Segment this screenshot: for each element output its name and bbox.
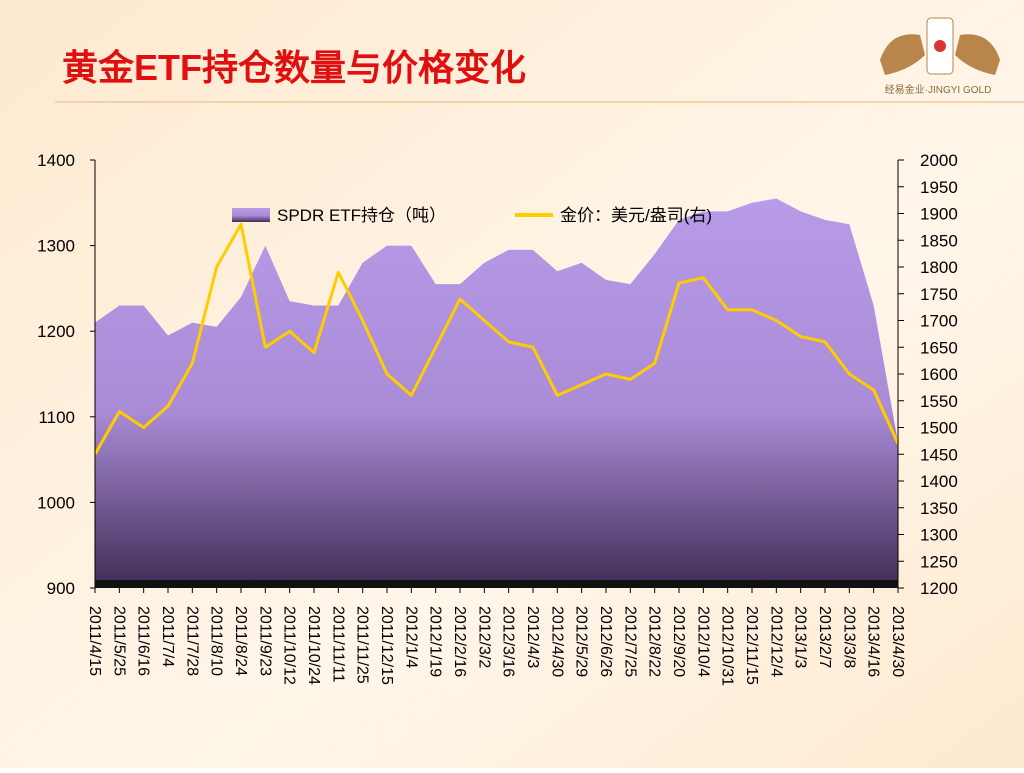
y2-tick-label: 1850 bbox=[920, 231, 958, 250]
y2-tick-label: 1500 bbox=[920, 419, 958, 438]
x-tick-label: 2012/8/22 bbox=[646, 606, 663, 677]
x-tick-label: 2012/6/26 bbox=[597, 606, 614, 677]
y-tick-label: 1400 bbox=[37, 151, 75, 170]
logo-dot bbox=[934, 40, 946, 52]
x-tick-label: 2012/12/4 bbox=[767, 606, 784, 677]
y-tick-label: 900 bbox=[47, 579, 75, 598]
x-tick-label: 2011/8/10 bbox=[208, 606, 225, 676]
x-tick-label: 2012/10/4 bbox=[694, 606, 711, 677]
y2-tick-label: 1650 bbox=[920, 338, 958, 357]
x-tick-label: 2011/8/24 bbox=[232, 606, 249, 676]
x-axis-band bbox=[95, 580, 898, 588]
legend-label: SPDR ETF持仓（吨） bbox=[277, 206, 446, 225]
x-tick-label: 2012/10/31 bbox=[719, 606, 736, 686]
y2-tick-label: 1450 bbox=[920, 445, 958, 464]
y2-tick-label: 1750 bbox=[920, 285, 958, 304]
y-tick-label: 1300 bbox=[37, 237, 75, 256]
legend-swatch-area bbox=[232, 208, 270, 222]
slide-title: 黄金ETF持仓数量与价格变化 bbox=[62, 47, 526, 88]
x-tick-label: 2011/9/23 bbox=[256, 606, 273, 676]
y2-tick-label: 1550 bbox=[920, 392, 958, 411]
x-tick-label: 2013/3/8 bbox=[840, 606, 857, 668]
etf-holdings-area bbox=[95, 198, 898, 588]
x-tick-label: 2012/9/20 bbox=[670, 606, 687, 677]
y-tick-label: 1200 bbox=[37, 322, 75, 341]
chart: 900 1000 1100 1200 1300 1400 1200 1250 1300 1350 1… bbox=[37, 151, 958, 686]
x-tick-label: 2011/10/24 bbox=[305, 606, 322, 685]
x-tick-label: 2012/5/29 bbox=[573, 606, 590, 677]
x-tick-label: 2011/4/15 bbox=[86, 606, 103, 676]
x-tick-label: 2013/2/7 bbox=[816, 606, 833, 668]
y2-tick-label: 1800 bbox=[920, 258, 958, 277]
y2-tick-label: 1950 bbox=[920, 178, 958, 197]
y2-tick-label: 1300 bbox=[920, 526, 958, 545]
x-tick-label: 2011/11/11 bbox=[329, 606, 346, 683]
x-tick-label: 2011/5/25 bbox=[110, 606, 127, 676]
y-tick-label: 1000 bbox=[37, 493, 75, 512]
x-tick-label: 2012/4/30 bbox=[548, 606, 565, 677]
y2-tick-label: 2000 bbox=[920, 151, 958, 170]
x-tick-label: 2012/1/19 bbox=[427, 606, 444, 677]
y2-tick-label: 1900 bbox=[920, 205, 958, 224]
legend-label: 金价：美元/盎司(右) bbox=[560, 206, 712, 225]
x-tick-label: 2012/11/15 bbox=[743, 606, 760, 685]
x-tick-label: 2012/2/16 bbox=[451, 606, 468, 677]
x-tick-label: 2012/4/3 bbox=[524, 606, 541, 668]
legend: SPDR ETF持仓（吨） 金价：美元/盎司(右) bbox=[232, 206, 712, 225]
x-tick-label: 2011/12/15 bbox=[378, 606, 395, 685]
x-tick-label: 2013/4/30 bbox=[889, 606, 906, 677]
x-tick-label: 2013/1/3 bbox=[792, 606, 809, 668]
x-tick-label: 2013/4/16 bbox=[865, 606, 882, 677]
x-tick-label: 2011/6/16 bbox=[135, 606, 152, 676]
x-tick-label: 2012/7/25 bbox=[621, 606, 638, 677]
x-tick-label: 2011/7/4 bbox=[159, 606, 176, 667]
x-tick-label: 2012/3/16 bbox=[500, 606, 517, 677]
logo-text: 经易金业·JINGYI GOLD bbox=[885, 83, 992, 96]
x-tick-label: 2012/3/2 bbox=[475, 606, 492, 668]
y2-tick-label: 1250 bbox=[920, 552, 958, 571]
x-tick-label: 2011/7/28 bbox=[183, 606, 200, 676]
logo: 经易金业·JINGYI GOLD bbox=[880, 17, 1000, 96]
gold-price-line bbox=[93, 222, 900, 455]
y2-tick-label: 1400 bbox=[920, 472, 958, 491]
x-tick-label: 2012/1/4 bbox=[402, 606, 419, 668]
x-tick-label: 2011/11/25 bbox=[354, 606, 371, 684]
logo-bulls bbox=[880, 34, 1000, 75]
y-tick-label: 1100 bbox=[38, 408, 75, 427]
y2-tick-label: 1200 bbox=[920, 579, 958, 598]
x-tick-label: 2011/10/12 bbox=[281, 606, 298, 685]
y2-tick-label: 1600 bbox=[920, 365, 958, 384]
y2-tick-label: 1700 bbox=[920, 312, 958, 331]
y2-tick-label: 1350 bbox=[920, 499, 958, 518]
